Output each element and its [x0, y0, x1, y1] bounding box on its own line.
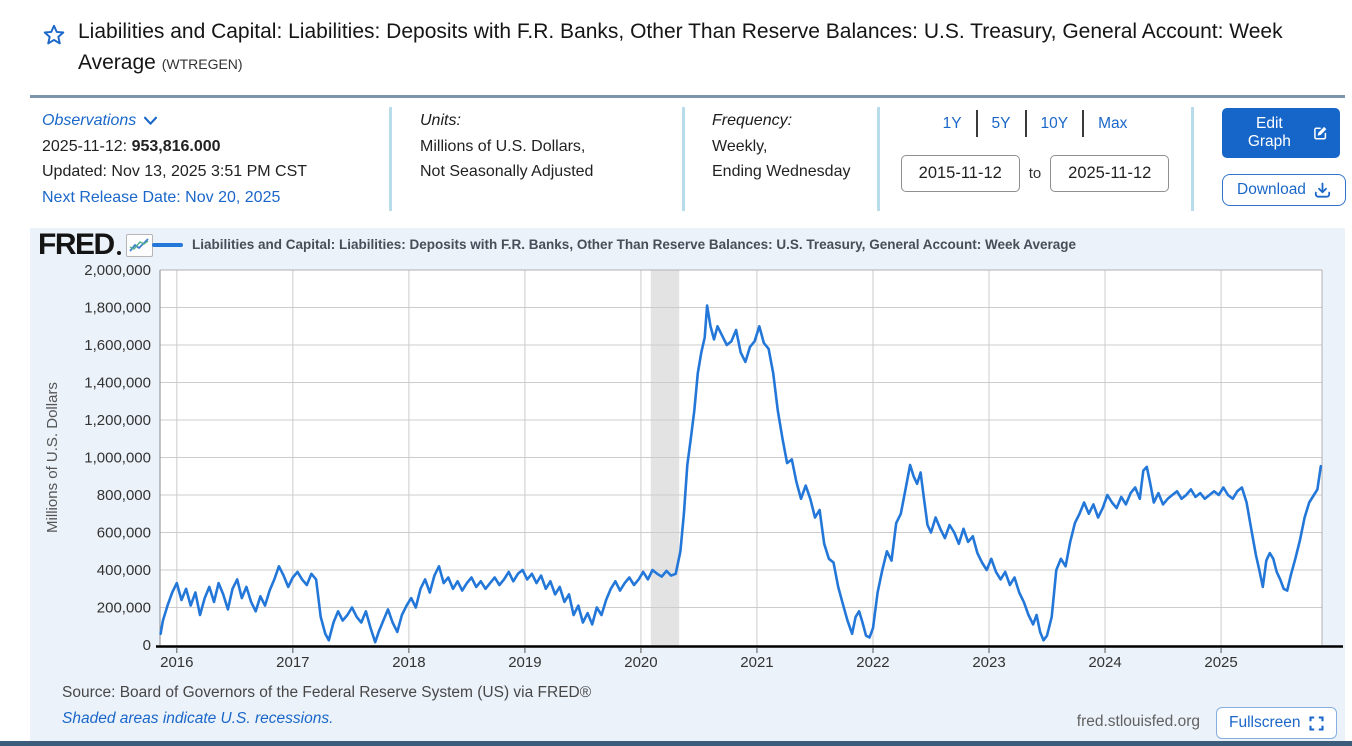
meta-divider-1 [389, 107, 392, 211]
x-tick-label: 2022 [856, 654, 889, 671]
range-separator [1082, 110, 1085, 137]
page-footer-bar [0, 741, 1352, 746]
meta-divider-4 [1191, 107, 1194, 211]
y-tick-label: 1,200,000 [84, 412, 151, 429]
chevron-down-icon [144, 116, 158, 126]
observations-dropdown[interactable]: Observations [42, 108, 307, 134]
edit-icon [1313, 126, 1327, 140]
y-tick-label: 400,000 [97, 562, 151, 579]
fred-logo-text: FRED [38, 228, 115, 261]
meta-divider-2 [682, 107, 685, 211]
units-label: Units: [420, 112, 461, 129]
y-tick-label: 200,000 [97, 600, 151, 617]
range-separator [975, 110, 978, 137]
frequency-label: Frequency: [712, 112, 793, 129]
range-1y[interactable]: 1Y [942, 114, 962, 132]
meta-divider-3 [877, 107, 880, 211]
x-tick-label: 2016 [160, 654, 193, 671]
x-tick-label: 2025 [1204, 654, 1237, 671]
title-divider [30, 95, 1345, 98]
y-tick-label: 0 [143, 637, 151, 654]
frequency-value-line2: Ending Wednesday [712, 163, 851, 180]
y-tick-label: 800,000 [97, 487, 151, 504]
x-tick-label: 2019 [508, 654, 541, 671]
y-axis-title: Millions of U.S. Dollars [44, 382, 61, 533]
observations-section: Observations 2025-11-12: 953,816.000 Upd… [42, 108, 307, 210]
range-separator [1024, 110, 1027, 137]
chart-card: FRED Liabilities and Capital: Liabilitie… [30, 228, 1345, 741]
time-series-chart[interactable]: 0 200,000 400,000 600,000 800,000 1,000,000 1,… [30, 228, 1345, 741]
range-5y[interactable]: 5Y [991, 114, 1011, 132]
date-to-input[interactable] [1050, 155, 1170, 192]
favorite-star-icon[interactable] [42, 23, 66, 52]
x-tick-label: 2020 [624, 654, 657, 671]
legend-label: Liabilities and Capital: Liabilities: De… [192, 237, 1077, 252]
series-line [159, 304, 1323, 644]
action-buttons: Edit Graph Download [1222, 108, 1346, 206]
fullscreen-icon [1308, 715, 1324, 731]
range-selector: 1Y 5Y 10Y Max [890, 110, 1180, 137]
y-tick-label: 1,000,000 [84, 450, 151, 467]
series-id: (WTREGEN) [161, 56, 243, 72]
series-legend: Liabilities and Capital: Liabilities: De… [152, 237, 1076, 252]
y-tick-label: 1,400,000 [84, 375, 151, 392]
edit-graph-button[interactable]: Edit Graph [1222, 108, 1340, 158]
x-tick-label: 2024 [1088, 654, 1121, 671]
page-title: Liabilities and Capital: Liabilities: De… [78, 20, 1283, 74]
units-value-line2: Not Seasonally Adjusted [420, 163, 594, 180]
date-range-controls: to [886, 155, 1184, 192]
download-button[interactable]: Download [1222, 174, 1346, 206]
y-tick-label: 600,000 [97, 525, 151, 542]
latest-observation: 2025-11-12: 953,816.000 [42, 137, 221, 155]
legend-line-swatch [152, 242, 183, 247]
fred-logo: FRED [38, 228, 153, 261]
x-tick-label: 2023 [972, 654, 1005, 671]
frequency-section: Frequency: Weekly, Ending Wednesday [712, 108, 850, 185]
next-release-link[interactable]: Next Release Date: Nov 20, 2025 [42, 188, 281, 206]
range-10y[interactable]: 10Y [1040, 114, 1069, 132]
fred-logo-registered-mark [116, 251, 121, 255]
page-header: Liabilities and Capital: Liabilities: De… [42, 16, 1304, 80]
recession-note-link[interactable]: Shaded areas indicate U.S. recessions. [62, 710, 334, 727]
x-tick-label: 2021 [740, 654, 773, 671]
y-tick-label: 1,600,000 [84, 337, 151, 354]
date-range-to-label: to [1028, 165, 1042, 182]
download-icon [1314, 182, 1331, 198]
x-tick-label: 2018 [392, 654, 425, 671]
y-tick-label: 1,800,000 [84, 300, 151, 317]
y-tick-label: 2,000,000 [84, 262, 151, 279]
range-max[interactable]: Max [1098, 114, 1128, 132]
fullscreen-button[interactable]: Fullscreen [1216, 707, 1337, 739]
source-attribution: Source: Board of Governors of the Federa… [62, 684, 592, 701]
x-tick-label: 2017 [276, 654, 309, 671]
watermark-url: fred.stlouisfed.org [1076, 713, 1200, 730]
units-value-line1: Millions of U.S. Dollars, [420, 137, 586, 155]
updated-timestamp: Updated: Nov 13, 2025 3:51 PM CST [42, 163, 308, 180]
frequency-value-line1: Weekly, [712, 137, 768, 155]
date-from-input[interactable] [900, 155, 1020, 192]
units-section: Units: Millions of U.S. Dollars, Not Sea… [420, 108, 593, 185]
